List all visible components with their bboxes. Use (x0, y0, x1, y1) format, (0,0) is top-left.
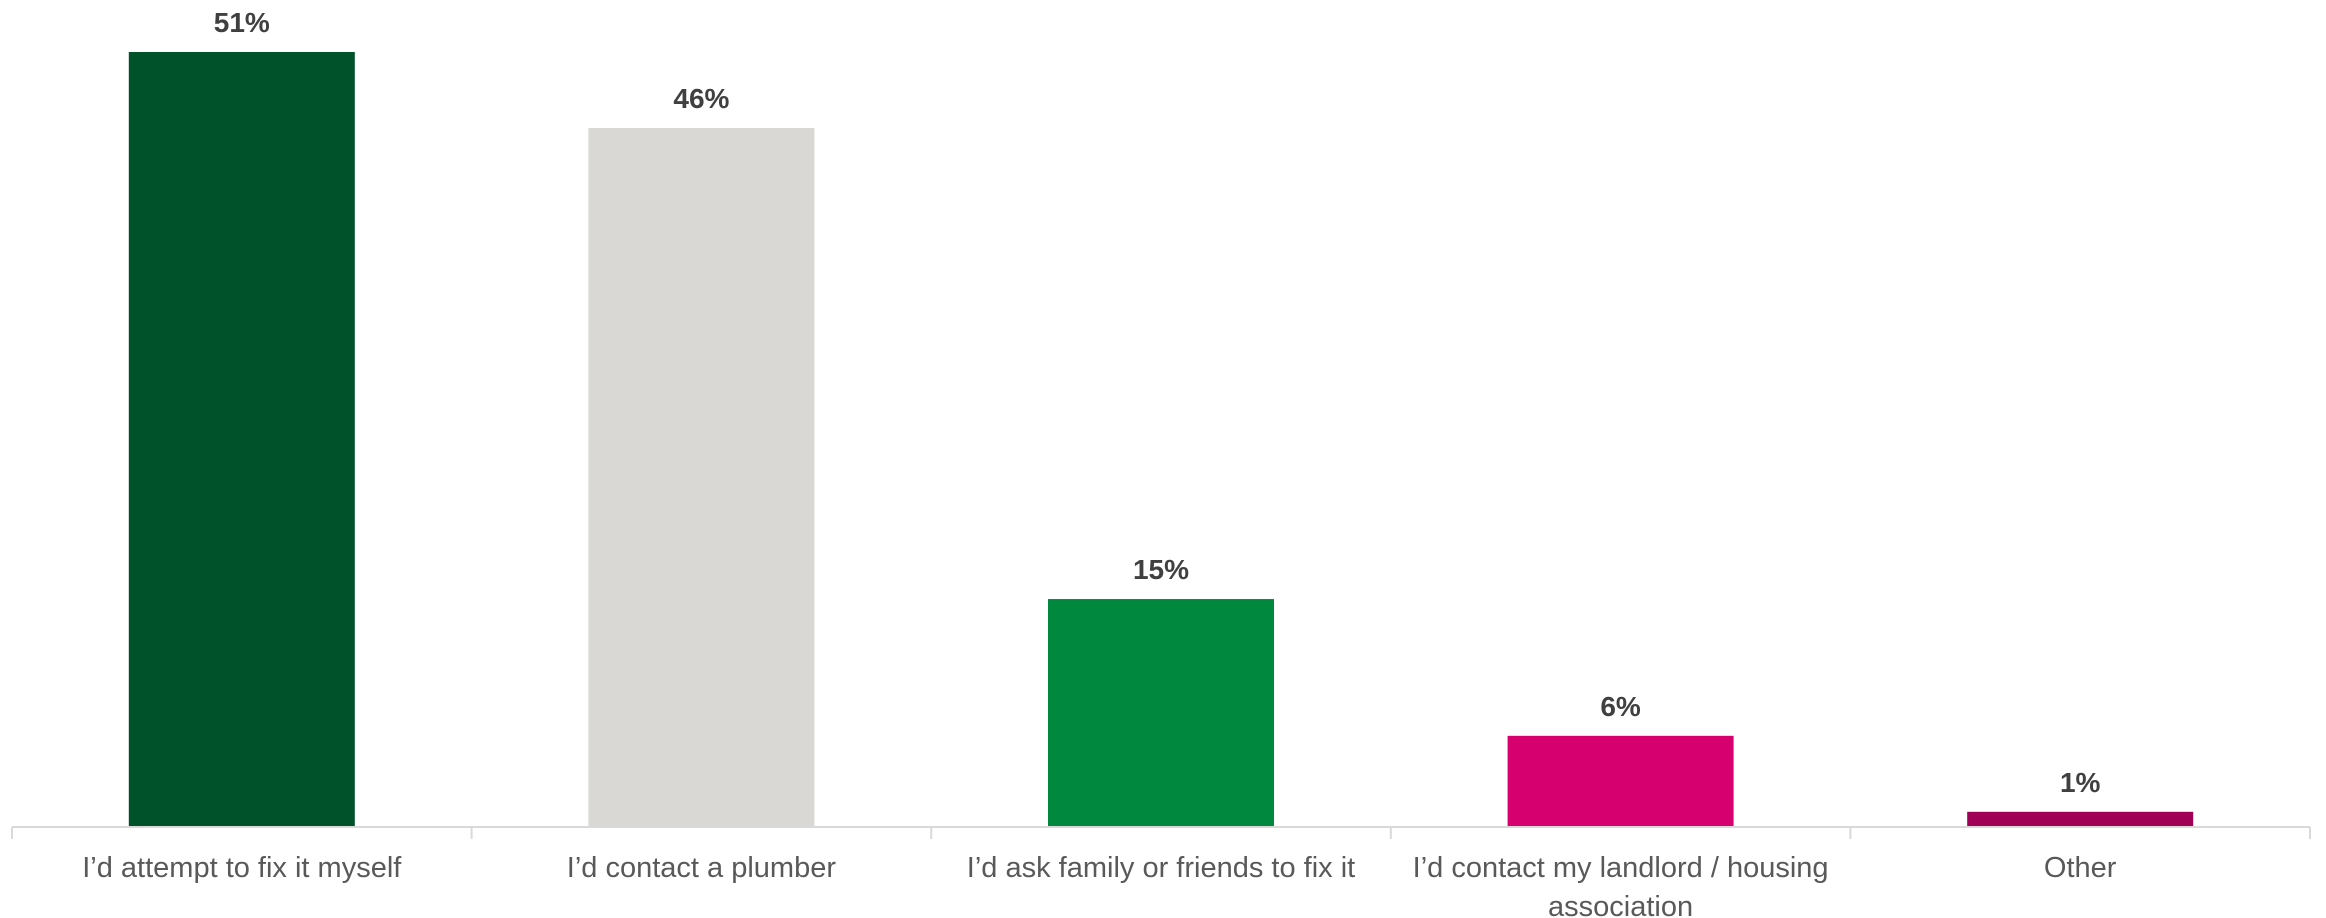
category-label: Other (2044, 852, 2117, 884)
bar-value-label: 6% (1600, 691, 1641, 722)
bar-value-label: 46% (673, 83, 729, 114)
category-label: I’d contact my landlord / housing associa… (1413, 852, 1829, 918)
bar (588, 127, 815, 827)
bar (1048, 599, 1274, 827)
category-label: I’d contact a plumber (567, 852, 837, 884)
category-label: I’d ask family or friends to fix it (967, 852, 1355, 884)
x-axis-ticks-group (11, 827, 2311, 839)
category-label: I’d attempt to fix it myself (82, 852, 402, 884)
bar (1507, 735, 1734, 827)
bar-value-label: 51% (214, 7, 270, 38)
value-labels-group: 51% 46% 15% 6% 1% (214, 7, 2101, 798)
bar (128, 52, 355, 827)
bar-value-label: 1% (2060, 767, 2101, 798)
bar-value-label: 15% (1133, 554, 1189, 585)
category-labels-group: I’d attempt to fix it myself I’d contact … (82, 852, 2117, 918)
bar (1967, 811, 2194, 827)
bars-group (128, 52, 2194, 827)
